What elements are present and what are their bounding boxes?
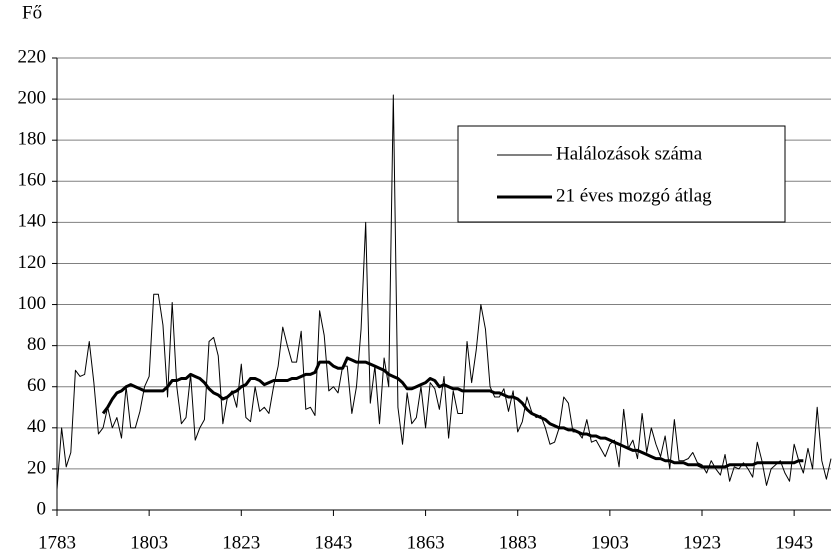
y-tick-label: 80	[27, 334, 46, 355]
y-tick-label: 120	[18, 252, 47, 273]
series-line	[56, 94, 832, 490]
x-tick-label: 1903	[591, 532, 629, 553]
x-tick-label: 1943	[775, 532, 813, 553]
x-tick-label: 1883	[499, 532, 537, 553]
x-tick-label: 1783	[38, 532, 76, 553]
y-tick-label: 160	[18, 170, 47, 191]
y-tick-label: 100	[18, 293, 47, 314]
x-tick-label: 1823	[222, 532, 260, 553]
y-tick-label: 0	[37, 498, 47, 519]
x-tick-label: 1803	[130, 532, 168, 553]
legend-label: 21 éves mozgó átlag	[556, 185, 712, 206]
y-tick-label: 200	[18, 87, 47, 108]
y-tick-label: 60	[27, 375, 46, 396]
y-tick-label: 220	[18, 46, 47, 67]
y-axis-label: Fő	[22, 2, 42, 23]
x-tick-label: 1863	[407, 532, 445, 553]
legend-label: Halálozások száma	[556, 143, 703, 164]
y-tick-label: 40	[27, 416, 46, 437]
series-line	[101, 356, 804, 469]
y-tick-label: 180	[18, 129, 47, 150]
y-tick-label: 140	[18, 211, 47, 232]
x-tick-label: 1843	[314, 532, 352, 553]
legend-box	[457, 125, 786, 223]
y-tick-label: 20	[27, 457, 46, 478]
x-tick-label: 1923	[683, 532, 721, 553]
